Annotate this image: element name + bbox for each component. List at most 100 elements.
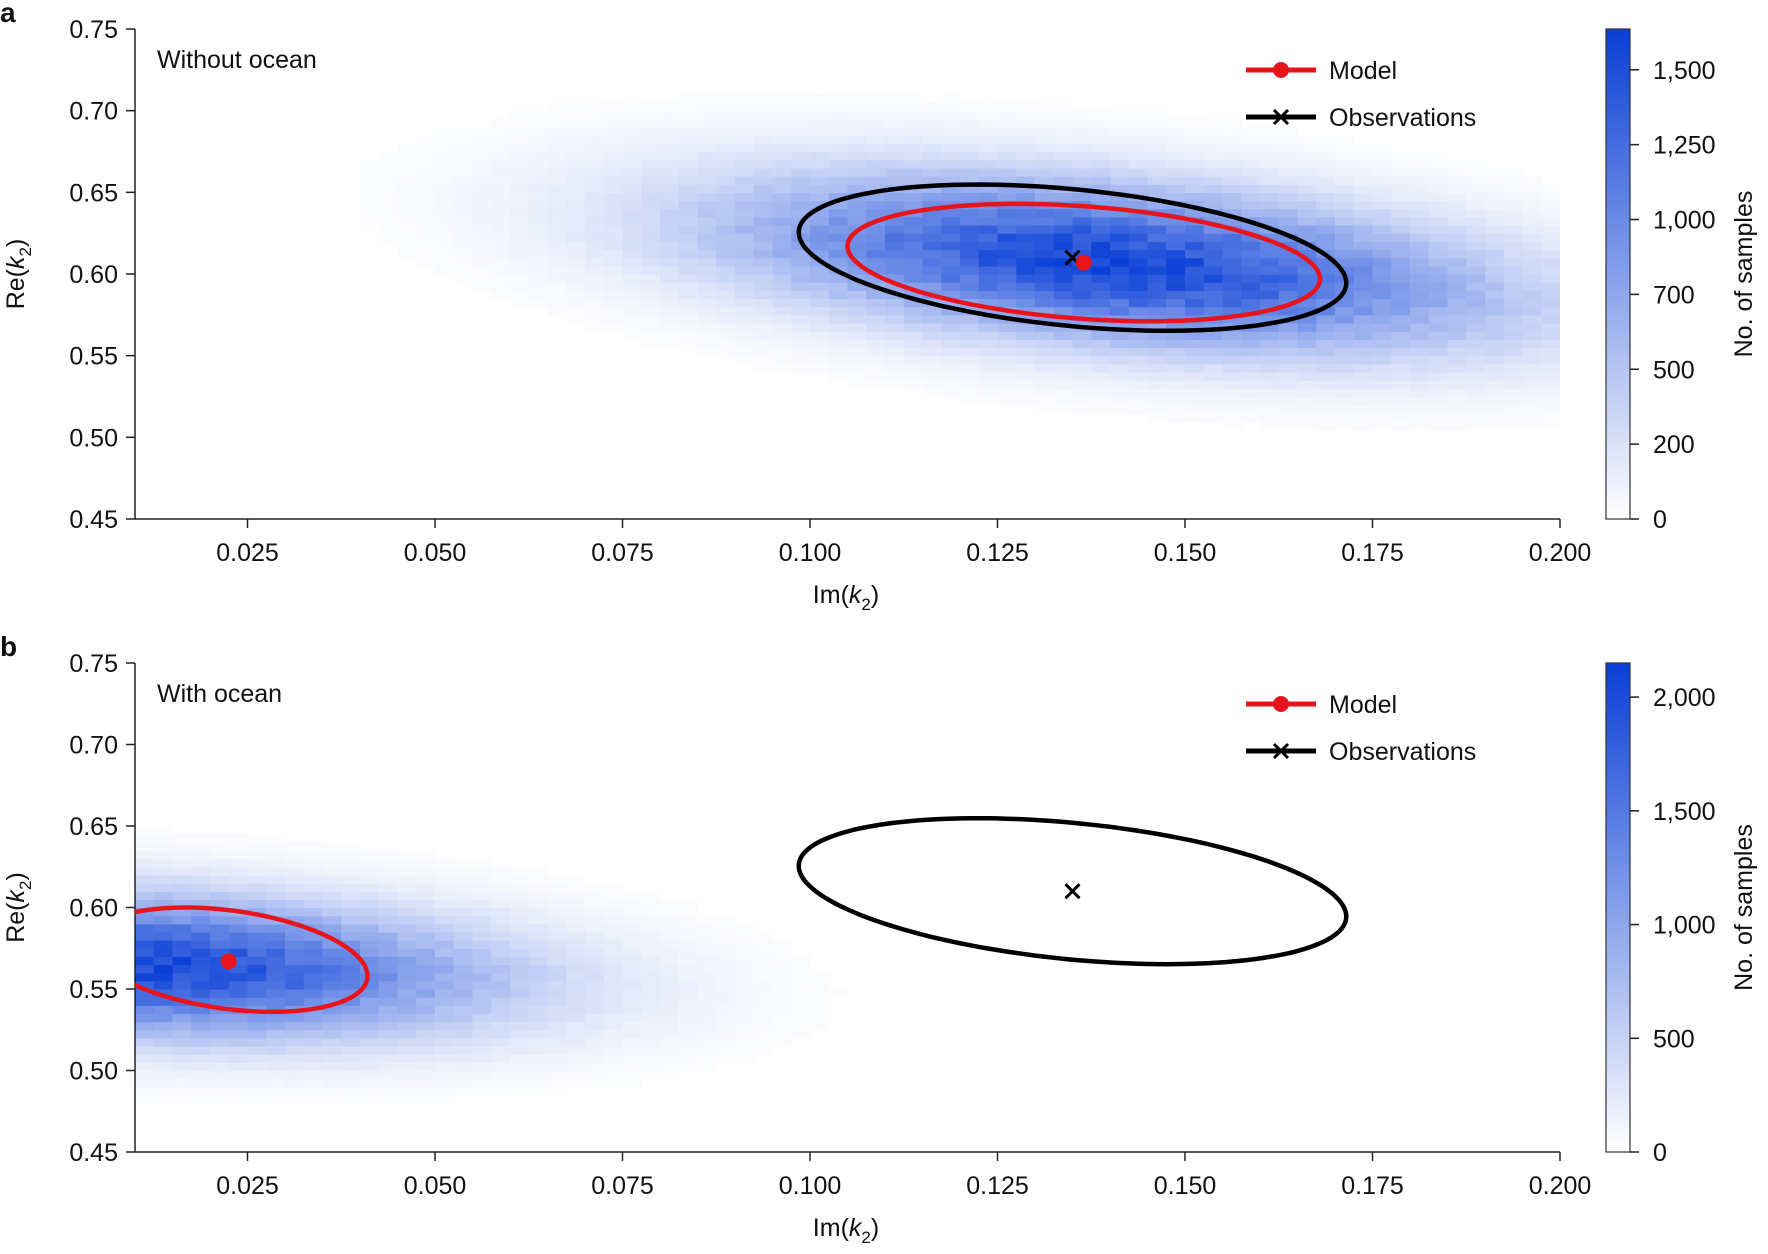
heatmap-cell xyxy=(491,127,511,136)
heatmap-cell xyxy=(266,907,286,917)
heatmap-cell xyxy=(472,1062,492,1072)
heatmap-cell xyxy=(585,931,605,941)
heatmap-cell xyxy=(660,151,680,161)
heatmap-cell xyxy=(1447,208,1467,218)
heatmap-cell xyxy=(660,241,680,251)
heatmap-cell xyxy=(435,964,455,974)
heatmap-cell xyxy=(753,1029,774,1039)
heatmap-cell xyxy=(1466,216,1486,226)
heatmap-cell xyxy=(1222,421,1242,430)
heatmap-cell xyxy=(510,931,530,941)
heatmap-cell xyxy=(1147,290,1167,300)
heatmap-cell xyxy=(1522,282,1542,291)
heatmap-cell xyxy=(585,208,605,218)
heatmap-cell xyxy=(885,380,905,389)
heatmap-cell xyxy=(228,1094,249,1104)
heatmap-cell xyxy=(1335,421,1355,430)
heatmap-cell xyxy=(1035,265,1055,275)
heatmap-cell xyxy=(1260,127,1280,136)
heatmap-cell xyxy=(285,989,305,998)
heatmap-cell xyxy=(378,923,399,933)
heatmap-cell xyxy=(360,1070,380,1080)
heatmap-cell xyxy=(1053,225,1074,234)
heatmap-cell xyxy=(360,907,380,917)
heatmap-cell xyxy=(1035,241,1055,251)
heatmap-cell xyxy=(922,339,942,349)
heatmap-cell xyxy=(960,355,980,365)
heatmap-cell xyxy=(622,1037,642,1047)
heatmap-cell xyxy=(1185,388,1205,398)
heatmap-cell xyxy=(397,216,417,226)
heatmap-cell xyxy=(528,997,549,1006)
heatmap-cell xyxy=(322,866,342,876)
heatmap-cell xyxy=(491,167,511,177)
heatmap-cell xyxy=(1353,257,1374,267)
heatmap-cell xyxy=(1541,380,1560,389)
heatmap-cell xyxy=(153,1013,174,1023)
heatmap-cell xyxy=(678,997,699,1006)
heatmap-cell xyxy=(1428,363,1449,373)
heatmap-cell xyxy=(247,923,267,933)
heatmap-cell xyxy=(903,167,924,177)
heatmap-cell xyxy=(472,233,492,242)
heatmap-cell xyxy=(641,1062,661,1072)
heatmap-cell xyxy=(603,167,624,177)
heatmap-cell xyxy=(285,842,305,852)
heatmap-cell xyxy=(1335,396,1355,406)
heatmap-cell xyxy=(997,159,1017,169)
y-axis-label-sub: 2 xyxy=(16,881,35,890)
heatmap-cell xyxy=(1222,184,1242,193)
heatmap-cell xyxy=(528,972,549,982)
heatmap-cell xyxy=(1410,200,1430,210)
heatmap-cell xyxy=(360,1013,380,1023)
heatmap-cell xyxy=(622,331,642,340)
heatmap-cell xyxy=(547,989,567,998)
heatmap-cell xyxy=(791,200,811,210)
heatmap-cell xyxy=(1016,372,1036,381)
heatmap-cell xyxy=(1035,143,1055,153)
heatmap-cell xyxy=(603,1029,624,1039)
y-tick-label: 0.75 xyxy=(69,16,118,44)
heatmap-cell xyxy=(566,192,586,202)
heatmap-cell xyxy=(1260,159,1280,169)
heatmap-cell xyxy=(960,233,980,242)
heatmap-cell xyxy=(210,899,230,909)
heatmap-cell xyxy=(697,964,717,974)
heatmap-cell xyxy=(735,102,755,112)
heatmap-cell xyxy=(585,110,605,120)
heatmap-cell xyxy=(172,1062,192,1072)
heatmap-cell xyxy=(1091,249,1111,259)
heatmap-cell xyxy=(941,314,961,324)
heatmap-cell xyxy=(960,118,980,128)
heatmap-cell xyxy=(135,980,155,990)
heatmap-cell xyxy=(978,355,999,365)
y-axis-label-var: k xyxy=(2,889,30,903)
heatmap-cell xyxy=(378,1094,399,1104)
heatmap-cell xyxy=(322,891,342,900)
heatmap-cell xyxy=(191,1005,211,1015)
heatmap-cell xyxy=(810,339,830,349)
heatmap-cell xyxy=(472,176,492,185)
heatmap-cell xyxy=(322,1078,342,1088)
heatmap-cell xyxy=(566,241,586,251)
heatmap-cell xyxy=(791,980,811,990)
heatmap-cell xyxy=(903,200,924,210)
heatmap-cell xyxy=(360,948,380,957)
heatmap-cell xyxy=(753,997,774,1006)
heatmap-cell xyxy=(678,282,699,291)
heatmap-cell xyxy=(1016,380,1036,389)
heatmap-cell xyxy=(810,331,830,340)
heatmap-cell xyxy=(660,1037,680,1047)
heatmap-cell xyxy=(228,842,249,852)
heatmap-cell xyxy=(453,866,474,876)
heatmap-cell xyxy=(1503,388,1524,398)
heatmap-cell xyxy=(435,1086,455,1096)
heatmap-cell xyxy=(435,866,455,876)
heatmap-cell xyxy=(266,1070,286,1080)
heatmap-cell xyxy=(1428,167,1449,177)
heatmap-cell xyxy=(847,290,867,300)
heatmap-cell xyxy=(1466,249,1486,259)
heatmap-cell xyxy=(472,997,492,1006)
heatmap-cell xyxy=(341,1005,361,1015)
heatmap-cell xyxy=(285,940,305,949)
